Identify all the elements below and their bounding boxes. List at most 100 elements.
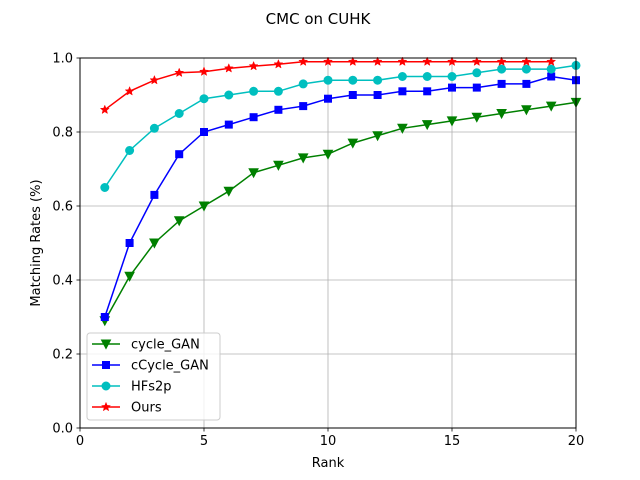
data-point xyxy=(299,102,308,111)
data-point xyxy=(200,128,208,136)
data-point xyxy=(322,56,334,66)
data-point xyxy=(298,56,309,66)
data-point xyxy=(124,86,135,96)
data-point xyxy=(423,87,432,96)
data-point xyxy=(175,150,184,159)
y-tick-label: 0.2 xyxy=(52,348,73,363)
legend-marker xyxy=(102,361,110,369)
data-point xyxy=(297,153,309,164)
data-point xyxy=(248,60,259,71)
data-point xyxy=(521,56,532,66)
x-tick-label: 5 xyxy=(200,434,208,449)
data-point xyxy=(372,131,383,142)
y-tick-label: 1.0 xyxy=(52,52,73,67)
data-point xyxy=(521,64,531,74)
data-point xyxy=(347,138,359,149)
data-point xyxy=(99,104,110,115)
series-HFs2p xyxy=(100,60,581,192)
legend-marker xyxy=(100,401,112,412)
data-point xyxy=(274,105,283,114)
x-tick-label: 0 xyxy=(76,434,84,449)
data-point xyxy=(421,120,433,131)
data-point xyxy=(373,75,383,85)
legend-marker xyxy=(101,381,111,391)
series-Ours xyxy=(99,56,557,115)
data-point xyxy=(249,86,259,96)
data-point xyxy=(497,64,507,74)
data-point xyxy=(149,238,160,249)
data-point xyxy=(372,56,383,66)
data-point xyxy=(447,72,457,81)
data-point xyxy=(149,123,159,133)
data-point xyxy=(422,72,432,81)
data-point xyxy=(397,123,408,134)
data-point xyxy=(446,116,458,127)
legend-item: HFs2p xyxy=(92,380,172,395)
x-tick-label: 20 xyxy=(568,434,585,449)
data-point xyxy=(545,101,557,112)
data-point xyxy=(249,113,258,122)
data-point xyxy=(198,201,210,212)
data-point xyxy=(298,79,308,89)
legend-item: Ours xyxy=(92,401,162,416)
legend-box xyxy=(86,332,221,421)
data-point xyxy=(224,90,234,100)
data-point xyxy=(273,59,284,69)
legend-item: cCycle_GAN xyxy=(92,359,209,374)
series-cCycle_GAN xyxy=(100,72,580,321)
series-cycle_GAN xyxy=(99,97,582,327)
data-point xyxy=(397,72,407,81)
data-point xyxy=(496,109,507,120)
data-point xyxy=(100,183,110,192)
data-point xyxy=(273,160,284,171)
y-tick-label: 0.8 xyxy=(52,126,73,141)
x-tick-label: 15 xyxy=(444,434,461,449)
chart-title: CMC on CUHK xyxy=(266,10,372,28)
legend: cycle_GAN cCycle_GAN HFs2p Ours xyxy=(86,332,221,421)
data-point xyxy=(223,63,234,73)
legend-marker xyxy=(100,339,112,350)
y-tick-label: 0.4 xyxy=(52,274,73,289)
series-line xyxy=(104,75,577,318)
data-point xyxy=(322,149,334,160)
series-lines xyxy=(99,56,582,327)
data-point xyxy=(546,64,556,74)
data-point xyxy=(472,83,481,92)
data-point xyxy=(173,216,185,227)
data-point xyxy=(373,91,382,99)
data-point xyxy=(223,186,235,197)
data-point xyxy=(497,79,506,88)
data-point xyxy=(224,120,233,129)
data-point xyxy=(496,56,507,66)
data-point xyxy=(471,56,482,66)
data-point xyxy=(174,109,184,118)
legend-label: Ours xyxy=(131,401,162,416)
data-point xyxy=(472,68,482,78)
data-point xyxy=(324,94,332,103)
data-point xyxy=(347,56,358,66)
x-tick-label: 10 xyxy=(320,434,337,449)
data-point xyxy=(348,91,357,99)
data-point xyxy=(273,86,283,96)
data-point xyxy=(199,94,209,104)
data-point xyxy=(446,56,458,66)
data-point xyxy=(248,168,259,179)
data-point xyxy=(448,83,456,92)
x-axis-label: Rank xyxy=(312,456,345,471)
legend-label: HFs2p xyxy=(131,380,172,395)
data-point xyxy=(323,75,333,85)
data-point xyxy=(348,75,358,85)
data-point xyxy=(174,67,185,78)
data-point xyxy=(150,190,159,199)
data-point xyxy=(397,56,408,66)
data-point xyxy=(125,146,135,155)
data-point xyxy=(100,313,109,321)
y-axis-label: Matching Rates (%) xyxy=(29,179,44,306)
plot-frame xyxy=(79,57,577,429)
data-point xyxy=(149,74,160,85)
y-tick-label: 0.0 xyxy=(52,422,73,437)
data-point xyxy=(547,72,556,81)
data-point xyxy=(522,79,531,88)
data-point xyxy=(198,66,210,76)
